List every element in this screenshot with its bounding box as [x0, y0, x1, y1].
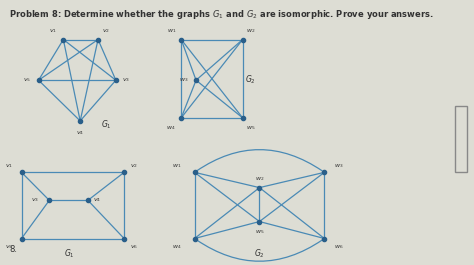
Text: $w_4$: $w_4$: [173, 243, 182, 251]
Text: $w_3$: $w_3$: [334, 162, 344, 170]
Text: $G_1$: $G_1$: [64, 248, 75, 260]
Text: $w_2$: $w_2$: [246, 27, 255, 35]
Text: $w_6$: $w_6$: [334, 243, 344, 251]
Text: $v_3$: $v_3$: [31, 196, 39, 204]
Text: $w_3$: $w_3$: [180, 76, 189, 84]
Text: $w_1$: $w_1$: [166, 27, 176, 35]
Text: $w_5$: $w_5$: [246, 124, 255, 132]
Text: $v_2$: $v_2$: [102, 27, 110, 35]
Text: $v_1$: $v_1$: [49, 27, 57, 35]
Text: $G_2$: $G_2$: [245, 74, 256, 86]
Text: $w_1$: $w_1$: [173, 162, 182, 170]
Text: $w_5$: $w_5$: [255, 228, 264, 236]
Text: $v_4$: $v_4$: [93, 196, 101, 204]
Text: $G_2$: $G_2$: [254, 248, 265, 260]
Text: $v_6$: $v_6$: [130, 243, 138, 251]
Text: $w_2$: $w_2$: [255, 175, 264, 183]
Text: $v_5$: $v_5$: [23, 76, 31, 84]
Text: 8.: 8.: [9, 245, 18, 254]
Text: $v_5$: $v_5$: [5, 243, 14, 251]
Text: Problem 8: Determine whether the graphs $G_1$ and $G_2$ are isomorphic. Prove yo: Problem 8: Determine whether the graphs …: [9, 8, 434, 21]
Text: $v_1$: $v_1$: [5, 162, 14, 170]
Text: $G_1$: $G_1$: [100, 119, 111, 131]
Text: $v_2$: $v_2$: [130, 162, 138, 170]
Text: $v_4$: $v_4$: [76, 129, 84, 137]
Text: $w_4$: $w_4$: [166, 124, 176, 132]
Text: $v_3$: $v_3$: [122, 76, 130, 84]
